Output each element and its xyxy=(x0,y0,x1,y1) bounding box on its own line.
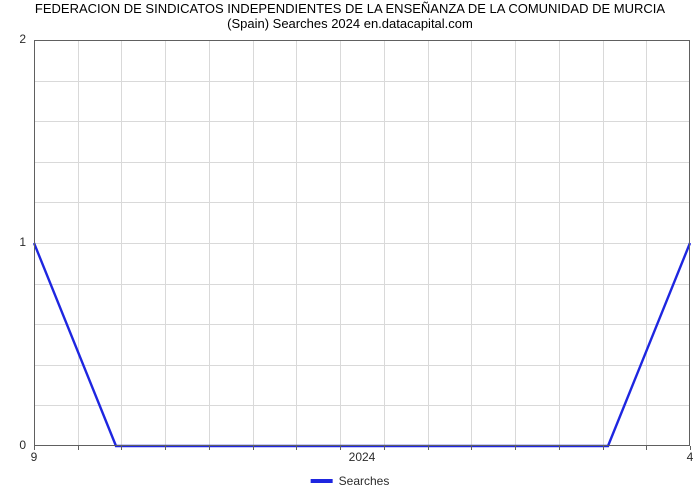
x-minor-tick xyxy=(78,446,79,450)
x-minor-tick xyxy=(34,446,35,450)
x-minor-tick xyxy=(471,446,472,450)
legend-swatch xyxy=(311,479,333,483)
x-minor-tick xyxy=(515,446,516,450)
x-tick-label-right: 4 xyxy=(687,450,694,464)
x-minor-tick xyxy=(209,446,210,450)
x-minor-tick xyxy=(690,446,691,450)
x-tick-label-left: 9 xyxy=(31,450,38,464)
x-minor-tick xyxy=(296,446,297,450)
x-minor-tick xyxy=(646,446,647,450)
chart-title-line2: (Spain) Searches 2024 en.datacapital.com xyxy=(0,17,700,32)
chart-title-line1: FEDERACION DE SINDICATOS INDEPENDIENTES … xyxy=(0,2,700,17)
x-minor-tick xyxy=(121,446,122,450)
x-minor-tick xyxy=(253,446,254,450)
plot-border xyxy=(34,40,690,446)
x-minor-tick xyxy=(428,446,429,450)
y-tick-label: 1 xyxy=(0,235,26,249)
chart-title: FEDERACION DE SINDICATOS INDEPENDIENTES … xyxy=(0,2,700,32)
legend: Searches xyxy=(311,474,390,488)
x-minor-tick xyxy=(384,446,385,450)
legend-label: Searches xyxy=(339,474,390,488)
plot-area xyxy=(34,40,690,446)
x-minor-tick xyxy=(340,446,341,450)
x-minor-tick xyxy=(165,446,166,450)
y-tick-label: 0 xyxy=(0,438,26,452)
x-tick-label-center: 2024 xyxy=(349,450,376,464)
x-minor-tick xyxy=(559,446,560,450)
x-minor-tick xyxy=(603,446,604,450)
y-tick-label: 2 xyxy=(0,32,26,46)
